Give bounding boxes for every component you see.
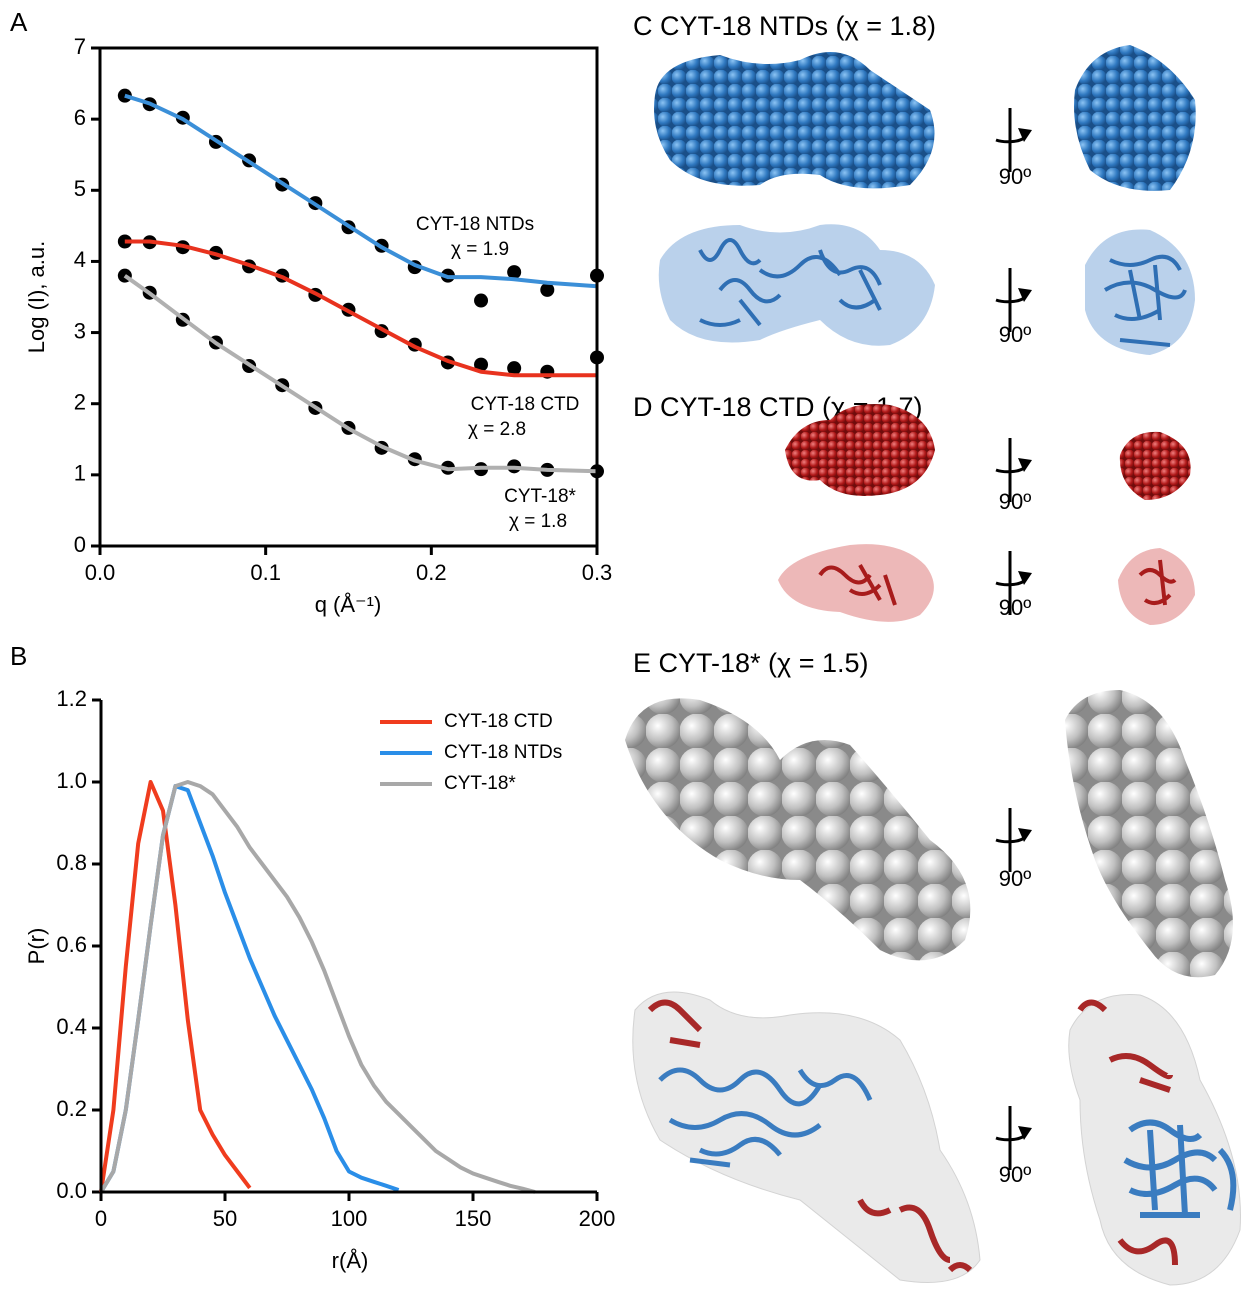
rotation-icon [994,1104,1034,1172]
series-line [124,93,598,289]
bead-model [625,698,971,961]
annotation: CYT-18 CTD [471,394,580,415]
data-point [540,282,555,297]
y-tick-label: 0.2 [56,1096,87,1121]
envelope [658,224,935,346]
x-axis-label: r(Å) [332,1248,369,1273]
panel-label: A [10,7,28,37]
x-tick-label: 0.0 [85,560,116,585]
series-line [99,780,536,1194]
rotation-label: 90º [999,595,1032,620]
annotation: χ = 1.8 [509,511,567,532]
x-tick-label: 200 [579,1206,616,1231]
rotation-icon [994,806,1034,874]
rotation-label: 90º [999,1162,1032,1187]
cartoon [647,999,973,1273]
legend-label: CYT-18 NTDs [444,742,562,763]
structures [625,45,1241,1286]
axes [98,46,599,548]
rotation-label: 90º [999,322,1032,347]
x-tick-label: 100 [331,1206,368,1231]
axes [99,700,597,1194]
envelope [1118,548,1195,625]
panel-title: E CYT-18* (χ = 1.5) [633,648,869,678]
envelope [1068,993,1241,1286]
bead-model [1119,431,1191,500]
y-tick-label: 0.0 [56,1178,87,1203]
x-tick-label: 0.1 [250,560,281,585]
bead-model [654,52,935,189]
x-tick-label: 50 [213,1206,237,1231]
y-axis-label: Log (I), a.u. [24,241,49,354]
y-tick-label: 0.4 [56,1014,87,1039]
data-point [507,361,522,376]
y-tick-label: 1.0 [56,768,87,793]
y-tick-label: 0.8 [56,850,87,875]
y-tick-label: 5 [74,176,86,201]
x-tick-label: 0.3 [582,560,613,585]
envelope [1085,229,1195,355]
legend-label: CYT-18 CTD [444,711,553,732]
x-tick-label: 150 [455,1206,492,1231]
cartoon [1138,559,1177,606]
y-tick-label: 4 [74,247,86,272]
y-tick-label: 0.6 [56,932,87,957]
y-tick-label: 7 [74,34,86,59]
cartoon [1103,254,1187,347]
annotation: CYT-18* [504,486,576,507]
rotation-label: 90º [999,489,1032,514]
series-line [124,239,597,378]
annotation: χ = 2.8 [468,419,526,440]
legend-label: CYT-18* [444,773,516,794]
rotation-icon [994,106,1034,174]
y-axis-label: P(r) [24,928,49,965]
y-tick-label: 2 [74,390,86,415]
panel-title: C CYT-18 NTDs (χ = 1.8) [633,11,936,41]
x-axis-label: q (Å⁻¹) [315,592,382,617]
bead-model [1074,45,1196,191]
cartoon [1077,999,1178,1266]
cartoon [1123,1119,1237,1218]
y-tick-label: 1.2 [56,686,87,711]
y-tick-label: 6 [74,105,86,130]
y-tick-label: 1 [74,461,86,486]
y-tick-label: 0 [74,532,86,557]
cartoon [658,1067,873,1168]
data-point [507,265,522,280]
envelope [632,991,981,1283]
series-line [123,274,598,474]
bead-model [785,404,935,496]
annotation: CYT-18 NTDs [416,214,534,235]
rotation-label: 90º [999,164,1032,189]
series-line [99,780,252,1193]
data-point [474,357,489,372]
data-point [474,293,489,308]
rotations: 90º 90º 90º 90º 90º 90º [994,106,1034,1187]
rotation-label: 90º [999,866,1032,891]
panel-label: B [10,641,27,671]
x-tick-label: 0 [95,1206,107,1231]
cartoon [698,238,882,327]
cartoon [818,564,897,606]
annotation: χ = 1.9 [451,239,509,260]
x-tick-label: 0.2 [416,560,447,585]
bead-model [1065,690,1233,978]
y-tick-label: 3 [74,318,86,343]
